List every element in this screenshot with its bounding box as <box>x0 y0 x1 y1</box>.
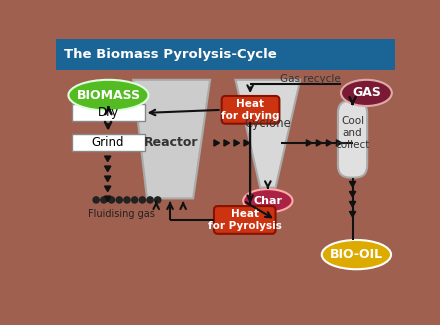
Polygon shape <box>349 202 356 207</box>
Circle shape <box>101 197 107 203</box>
Polygon shape <box>105 196 111 202</box>
Polygon shape <box>349 191 356 197</box>
Text: Grind: Grind <box>92 136 125 149</box>
FancyBboxPatch shape <box>222 96 279 124</box>
Text: Heat
for drying: Heat for drying <box>221 99 279 121</box>
Bar <box>56 39 395 70</box>
Circle shape <box>124 197 130 203</box>
Text: Dry: Dry <box>98 106 119 119</box>
Polygon shape <box>105 186 111 192</box>
FancyBboxPatch shape <box>214 206 275 234</box>
Polygon shape <box>224 140 230 146</box>
Circle shape <box>116 197 122 203</box>
Text: GAS: GAS <box>352 86 381 99</box>
Polygon shape <box>316 140 322 146</box>
Polygon shape <box>326 140 332 146</box>
Polygon shape <box>234 140 239 146</box>
Polygon shape <box>105 156 111 162</box>
Text: Cyclone: Cyclone <box>244 117 291 130</box>
Circle shape <box>139 197 146 203</box>
Ellipse shape <box>341 80 392 106</box>
Text: Fluidising gas: Fluidising gas <box>88 209 155 219</box>
Polygon shape <box>105 166 111 172</box>
Text: Gas recycle: Gas recycle <box>280 74 341 84</box>
Polygon shape <box>133 80 210 198</box>
Polygon shape <box>337 140 342 146</box>
Circle shape <box>147 197 153 203</box>
Ellipse shape <box>69 80 149 111</box>
Text: BIO-OIL: BIO-OIL <box>330 248 383 261</box>
Bar <box>72 134 145 151</box>
Circle shape <box>132 197 138 203</box>
Text: The Biomass Pyrolysis-Cycle: The Biomass Pyrolysis-Cycle <box>64 48 277 61</box>
Text: Heat
for Pyrolysis: Heat for Pyrolysis <box>208 209 282 231</box>
Text: Reactor: Reactor <box>144 136 199 150</box>
Circle shape <box>93 197 99 203</box>
Polygon shape <box>349 212 356 217</box>
Polygon shape <box>235 80 300 188</box>
Text: Char: Char <box>253 196 282 206</box>
FancyBboxPatch shape <box>338 101 367 177</box>
Polygon shape <box>306 140 312 146</box>
Bar <box>72 104 145 122</box>
Polygon shape <box>349 181 356 187</box>
Text: BIOMASS: BIOMASS <box>77 89 140 102</box>
Polygon shape <box>244 140 249 146</box>
Text: Cool
and
collect: Cool and collect <box>335 116 370 150</box>
Circle shape <box>155 197 161 203</box>
Circle shape <box>109 197 114 203</box>
Ellipse shape <box>243 189 293 212</box>
Polygon shape <box>214 140 220 146</box>
Ellipse shape <box>322 240 391 269</box>
Polygon shape <box>105 176 111 182</box>
